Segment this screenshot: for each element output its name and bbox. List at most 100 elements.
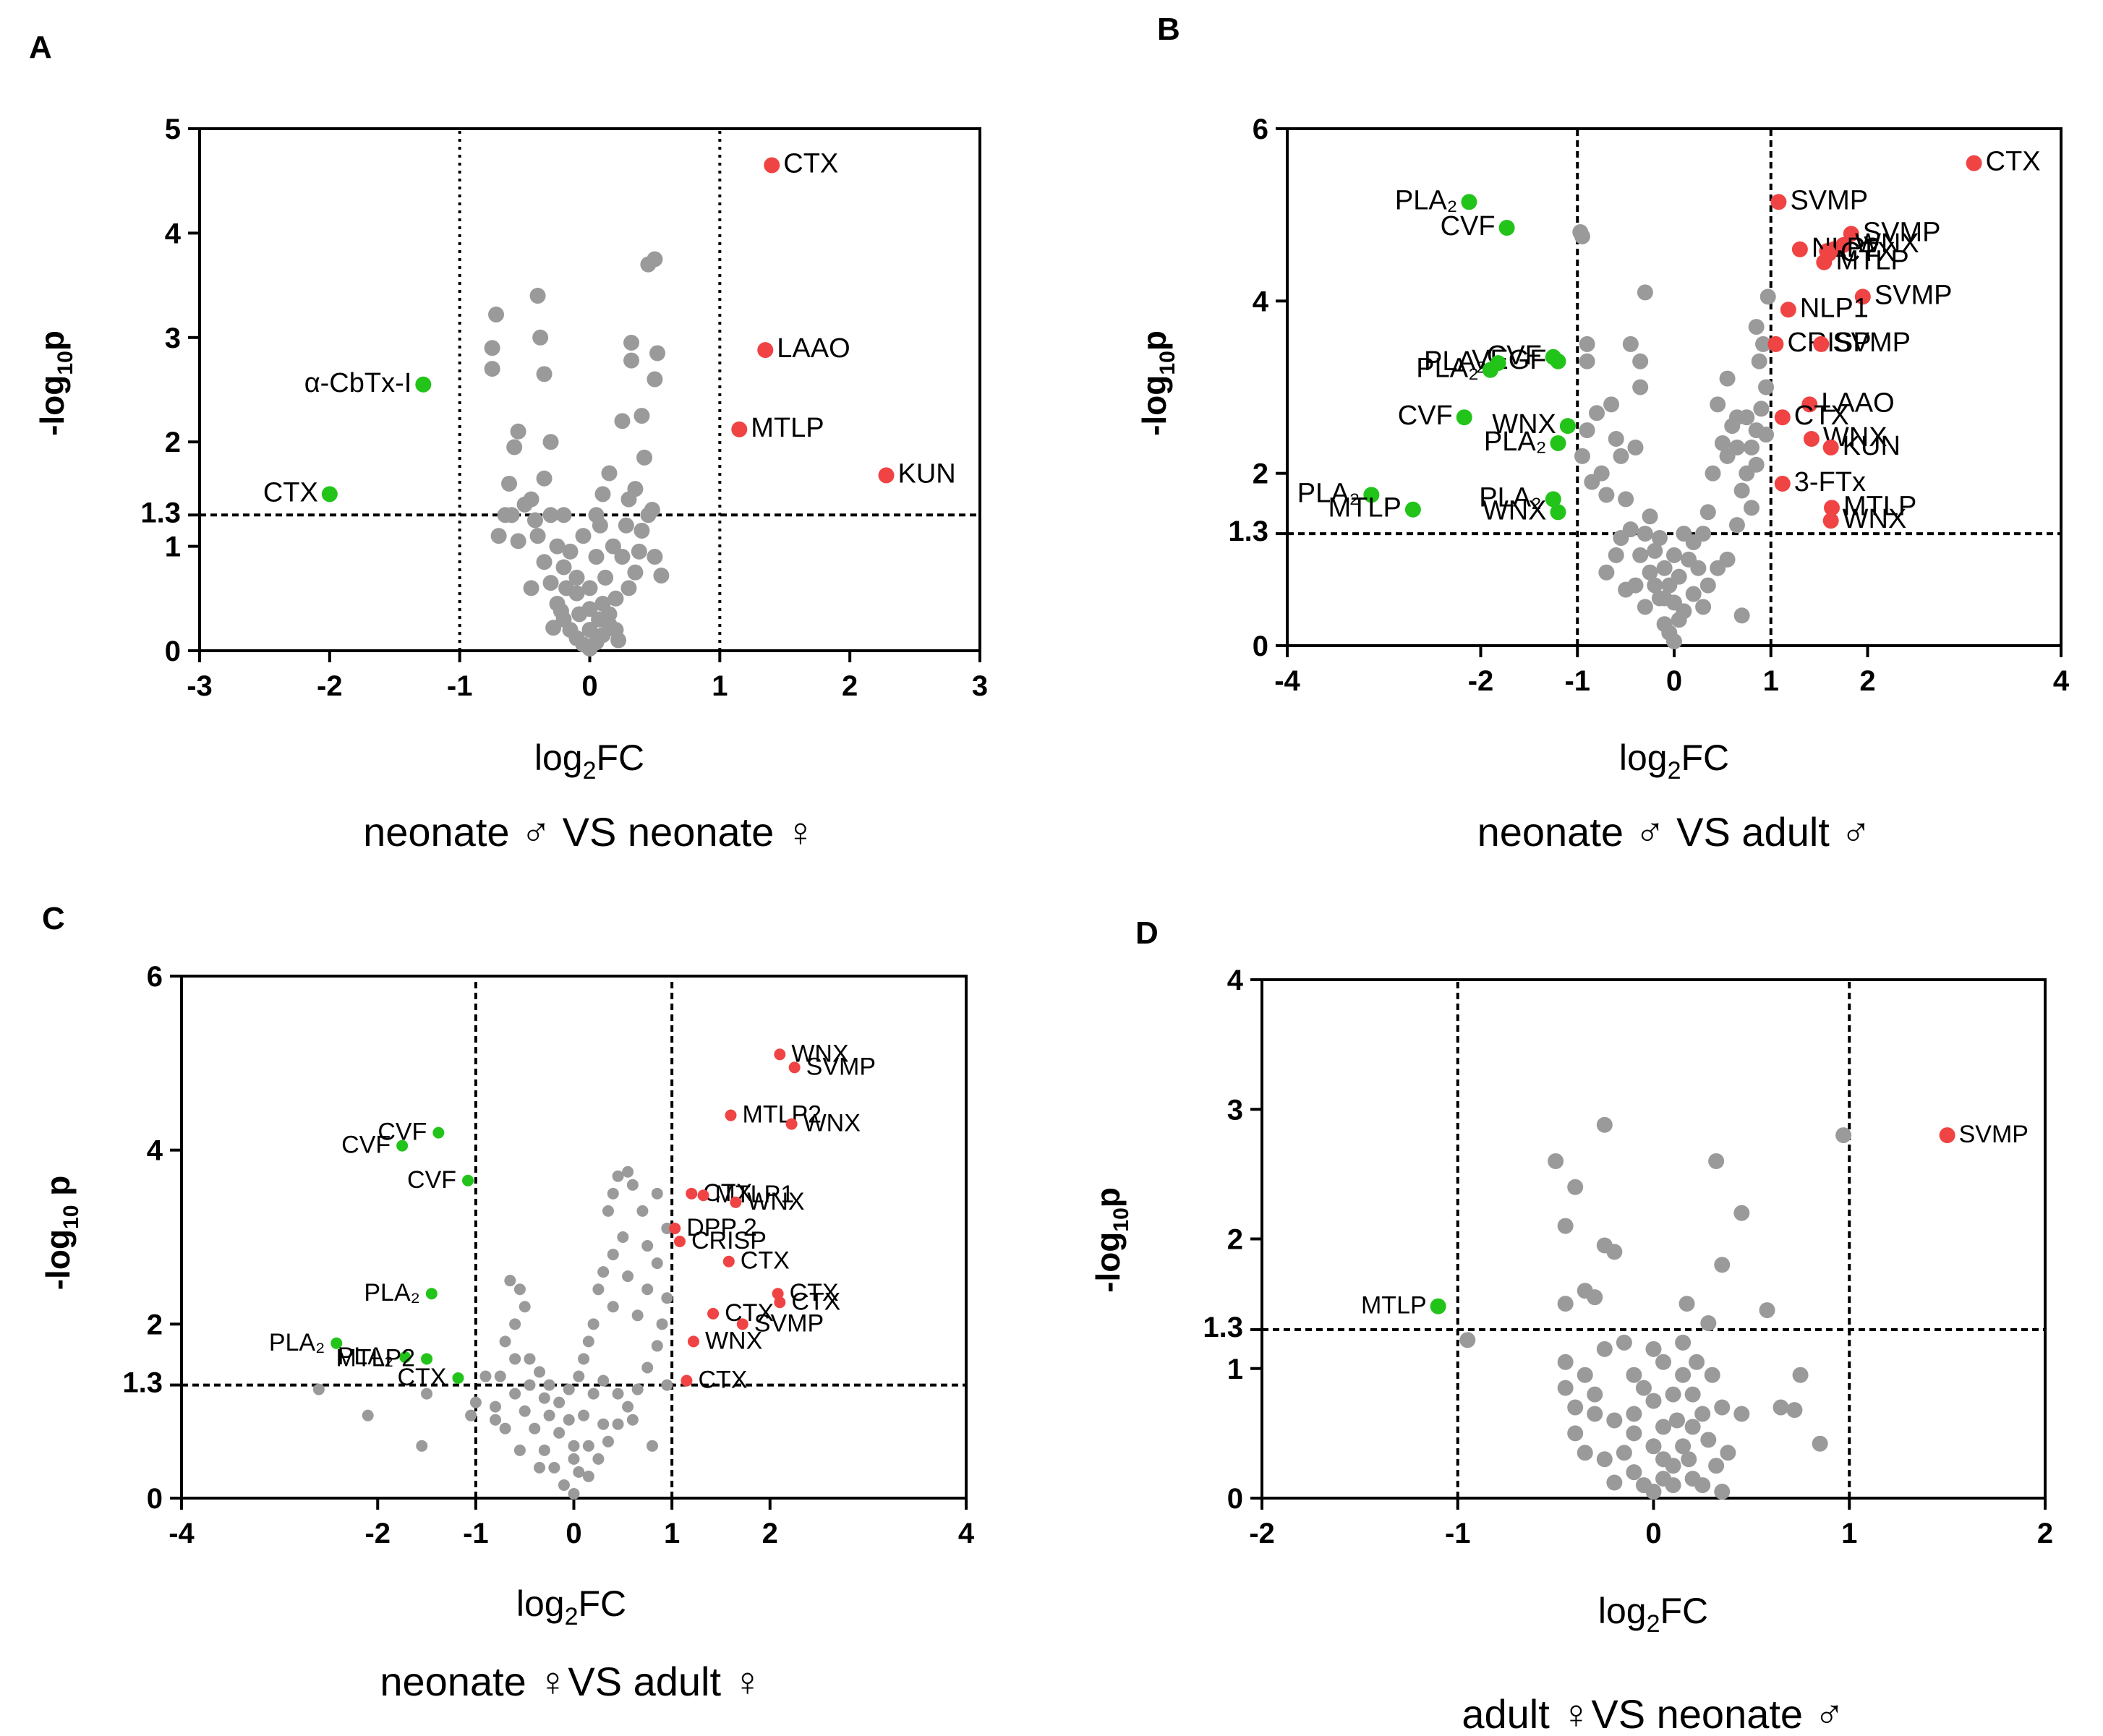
y-tick-label: 1	[1227, 1354, 1243, 1385]
down-regulated-point	[321, 486, 338, 503]
ns-point	[1627, 577, 1644, 594]
point-label: WNX	[1483, 495, 1547, 526]
point-label: CTX	[703, 1179, 752, 1207]
ns-point	[1665, 1458, 1681, 1474]
ns-point	[1728, 409, 1745, 426]
down-regulated-point	[1482, 362, 1498, 378]
ns-point	[640, 256, 657, 273]
y-tick-label: 4	[1253, 286, 1269, 317]
up-regulated-point	[774, 1296, 786, 1309]
panel-A: A -3 -2 -1 0 1 2 3 0 1 2 3 4 5 1.3 log2FC -log10p neonate…	[29, 30, 988, 855]
panel-label: B	[1157, 12, 1180, 47]
x-tick-label: 2	[842, 670, 858, 702]
ns-point	[1618, 491, 1634, 508]
ns-point	[488, 307, 505, 323]
point-label: PLA₂	[1395, 185, 1458, 215]
point-label: MTLP	[1843, 491, 1916, 521]
point-label: PLA₂	[1297, 478, 1360, 508]
ns-point	[1608, 431, 1624, 447]
ns-point	[563, 1414, 575, 1426]
x-tick-label: 1	[1841, 1518, 1857, 1549]
ns-point	[602, 1205, 614, 1217]
x-tick-label: -1	[1445, 1518, 1471, 1549]
up-regulated-point	[1780, 302, 1796, 318]
up-regulated-point	[1822, 513, 1839, 529]
point-label: SVMP	[754, 1309, 824, 1337]
ns-point	[1626, 1425, 1642, 1442]
ns-point	[1587, 1289, 1603, 1306]
ns-point	[1694, 1477, 1711, 1494]
down-regulated-point	[1545, 491, 1561, 508]
ns-point	[651, 1340, 663, 1352]
ns-point	[1587, 1386, 1603, 1403]
point-label: CTX	[698, 1367, 747, 1394]
y-tick-label: 0	[165, 636, 181, 667]
x-tick-label: 2	[762, 1518, 778, 1549]
ns-point	[597, 1266, 610, 1278]
ns-point	[1733, 482, 1750, 499]
y-tick-label: 0	[1227, 1483, 1243, 1515]
ns-point	[490, 528, 507, 544]
ns-point	[1748, 319, 1765, 335]
point-label: CTX	[783, 149, 838, 179]
point-label: WNX	[1855, 228, 1919, 259]
ns-point	[1665, 1477, 1681, 1494]
up-regulated-point	[1801, 396, 1818, 413]
point-label: CVF	[1441, 211, 1496, 241]
ns-point	[421, 1387, 433, 1400]
ns-point	[607, 1187, 619, 1200]
ns-point	[538, 1444, 550, 1456]
ns-point	[1596, 1341, 1613, 1357]
ns-point	[602, 1435, 614, 1448]
down-regulated-point	[1559, 418, 1576, 435]
ns-point	[1733, 1406, 1750, 1422]
ns-point	[1656, 616, 1673, 633]
ns-point	[607, 590, 624, 607]
up-regulated-point	[722, 1255, 735, 1267]
y-tick-label: 0	[147, 1483, 163, 1515]
ns-point	[656, 1318, 668, 1330]
up-regulated-point	[1803, 431, 1820, 447]
ns-point	[1567, 1425, 1584, 1442]
point-label: PLA₂	[1479, 482, 1542, 513]
ns-point	[1751, 353, 1767, 369]
ns-point	[651, 1257, 663, 1270]
ns-point	[661, 1379, 673, 1391]
ns-point	[555, 559, 572, 576]
ns-point	[1719, 448, 1736, 464]
point-label: WNX	[1843, 504, 1907, 534]
ns-point	[1606, 1244, 1623, 1260]
ns-point	[1567, 1179, 1584, 1195]
ns-point	[612, 1387, 624, 1400]
ns-point	[1587, 1406, 1603, 1422]
ns-point	[1728, 517, 1745, 534]
ns-point	[1773, 1399, 1789, 1416]
point-label: PLA₂	[269, 1329, 325, 1356]
ns-point	[605, 538, 621, 555]
ns-point	[1690, 560, 1707, 576]
ns-point	[1616, 1445, 1632, 1461]
point-label: CTX	[741, 1247, 790, 1275]
ns-point	[542, 434, 559, 450]
ns-point	[573, 1370, 585, 1382]
y-tick-label: 4	[1227, 965, 1244, 996]
ns-point	[1606, 1412, 1623, 1429]
ns-point	[538, 1392, 550, 1404]
ns-point	[1753, 401, 1770, 417]
ns-point	[553, 1427, 566, 1439]
point-label: PLA₂	[1416, 354, 1479, 384]
ns-point	[509, 1318, 521, 1330]
ns-point	[617, 1231, 629, 1243]
ns-point	[591, 611, 607, 628]
y-tick-label: 1	[165, 531, 181, 563]
ns-point	[647, 1440, 658, 1452]
y-tick-label: 2	[147, 1309, 163, 1341]
down-regulated-point	[1498, 220, 1515, 236]
down-regulated-point	[452, 1372, 464, 1384]
up-regulated-point	[1824, 500, 1840, 516]
ns-point	[1812, 1435, 1828, 1452]
ns-point	[614, 413, 631, 429]
ns-point	[647, 549, 663, 565]
up-regulated-point	[669, 1222, 681, 1234]
ns-point	[1704, 1367, 1720, 1383]
